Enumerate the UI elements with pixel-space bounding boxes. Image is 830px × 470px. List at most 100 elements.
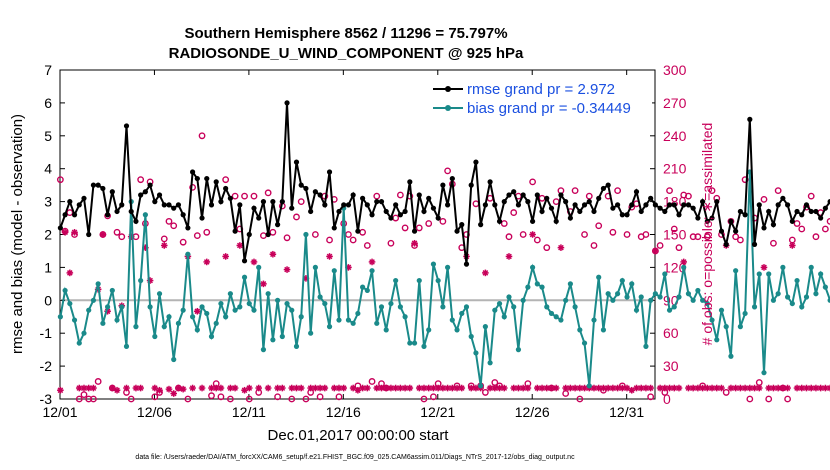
bias-point — [808, 264, 814, 270]
rmse-point — [81, 195, 87, 201]
obs-possible-point — [297, 198, 305, 206]
asterisk-stroke — [520, 385, 526, 391]
asterisk-stroke — [449, 385, 456, 391]
obs-assimilated-point — [90, 384, 97, 392]
obs-assimilated-point — [194, 307, 201, 315]
rmse-point — [152, 199, 158, 205]
obs-possible-point — [793, 220, 801, 227]
obs-possible-point — [326, 236, 333, 244]
rmse-point — [803, 202, 810, 208]
obs-possible-point — [538, 194, 546, 202]
obs-possible-point — [420, 395, 428, 403]
obs-assimilated-point — [401, 384, 409, 392]
asterisk-stroke — [761, 264, 767, 271]
asterisk-stroke — [751, 385, 758, 391]
obs-possible-point — [245, 395, 253, 403]
bias-point — [421, 343, 427, 349]
asterisk-stroke — [440, 385, 446, 391]
obs-assimilated-point — [179, 385, 187, 393]
obs-possible-point — [113, 228, 121, 236]
bias-point — [473, 350, 479, 356]
asterisk-stroke — [746, 385, 753, 391]
obs-assimilated-point — [288, 384, 296, 392]
asterisk-stroke — [114, 387, 120, 394]
asterisk-stroke — [123, 385, 130, 391]
bias-point — [293, 343, 300, 349]
bias-point — [525, 284, 531, 290]
right-tick-label: 30 — [663, 358, 679, 374]
bias-point — [676, 294, 682, 300]
asterisk-stroke — [690, 385, 696, 391]
bias-point — [241, 274, 248, 280]
obs-possible-point — [647, 393, 655, 401]
rmse-point — [175, 202, 182, 208]
rmse-point — [482, 202, 488, 208]
rmse-point — [615, 202, 621, 208]
obs-possible-point — [345, 231, 352, 238]
bias-point — [482, 324, 488, 330]
bias-point — [411, 340, 418, 346]
bias-point — [638, 294, 644, 300]
asterisk-stroke — [827, 385, 830, 389]
rmse-point — [421, 208, 427, 215]
rmse-point — [572, 202, 578, 208]
bias-point — [256, 264, 262, 270]
bias-point — [393, 277, 399, 284]
bias-point — [204, 310, 210, 317]
x-axis-ticks: 12/01 12/06 12/11 12/16 12/21 12/26 12/31 — [42, 70, 644, 420]
rmse-point — [600, 185, 607, 192]
obs-possible-point — [552, 198, 560, 206]
right-tick-label: 120 — [663, 259, 687, 275]
asterisk-stroke — [685, 385, 692, 391]
bias-point — [770, 297, 777, 303]
asterisk-stroke — [624, 385, 630, 391]
asterisk-stroke — [293, 385, 300, 391]
obs-possible-point — [666, 187, 673, 195]
asterisk-stroke — [808, 385, 815, 391]
rmse-point — [747, 116, 753, 122]
asterisk-stroke — [208, 385, 215, 391]
obs-possible-point — [118, 233, 126, 241]
asterisk-stroke — [784, 385, 791, 391]
bias-point — [440, 304, 446, 310]
asterisk-stroke — [199, 385, 205, 391]
asterisk-stroke — [794, 385, 800, 391]
rmse-point — [657, 205, 663, 211]
asterisk-stroke — [496, 385, 503, 391]
rmse-point — [260, 199, 267, 205]
bias-point — [605, 291, 611, 297]
rmse-point — [383, 208, 389, 215]
obs-possible-point — [189, 183, 197, 191]
asterisk-stroke — [510, 385, 517, 391]
legend: rmse grand pr = 2.972 bias grand pr = -0… — [428, 78, 652, 118]
obs-assimilated-point — [160, 242, 168, 249]
asterisk-stroke — [647, 385, 654, 391]
obs-possible-point — [821, 225, 829, 233]
asterisk-stroke — [397, 385, 404, 391]
obs-possible-point — [798, 225, 806, 233]
rmse-point — [548, 205, 555, 211]
asterisk-stroke — [180, 386, 186, 392]
bias-point — [751, 304, 758, 310]
bias-point — [563, 297, 569, 303]
bias-point — [624, 294, 630, 300]
rmse-point — [648, 195, 654, 201]
obs-possible-point — [581, 231, 588, 238]
obs-assimilated-point — [760, 264, 768, 271]
rmse-point — [751, 241, 758, 247]
asterisk-stroke — [312, 385, 319, 391]
asterisk-stroke — [430, 385, 437, 391]
rmse-point — [496, 218, 503, 224]
obs-possible-point — [363, 242, 371, 249]
obs-assimilated-point — [491, 384, 499, 392]
rmse-point — [128, 208, 134, 215]
obs-assimilated-point — [704, 384, 711, 392]
rmse-point — [766, 208, 772, 215]
asterisk-stroke — [487, 385, 493, 391]
asterisk-stroke — [62, 229, 68, 236]
bias-point — [416, 277, 422, 284]
bias-point — [133, 324, 139, 330]
rmse-point — [478, 222, 484, 228]
obs-possible-point — [826, 217, 830, 225]
